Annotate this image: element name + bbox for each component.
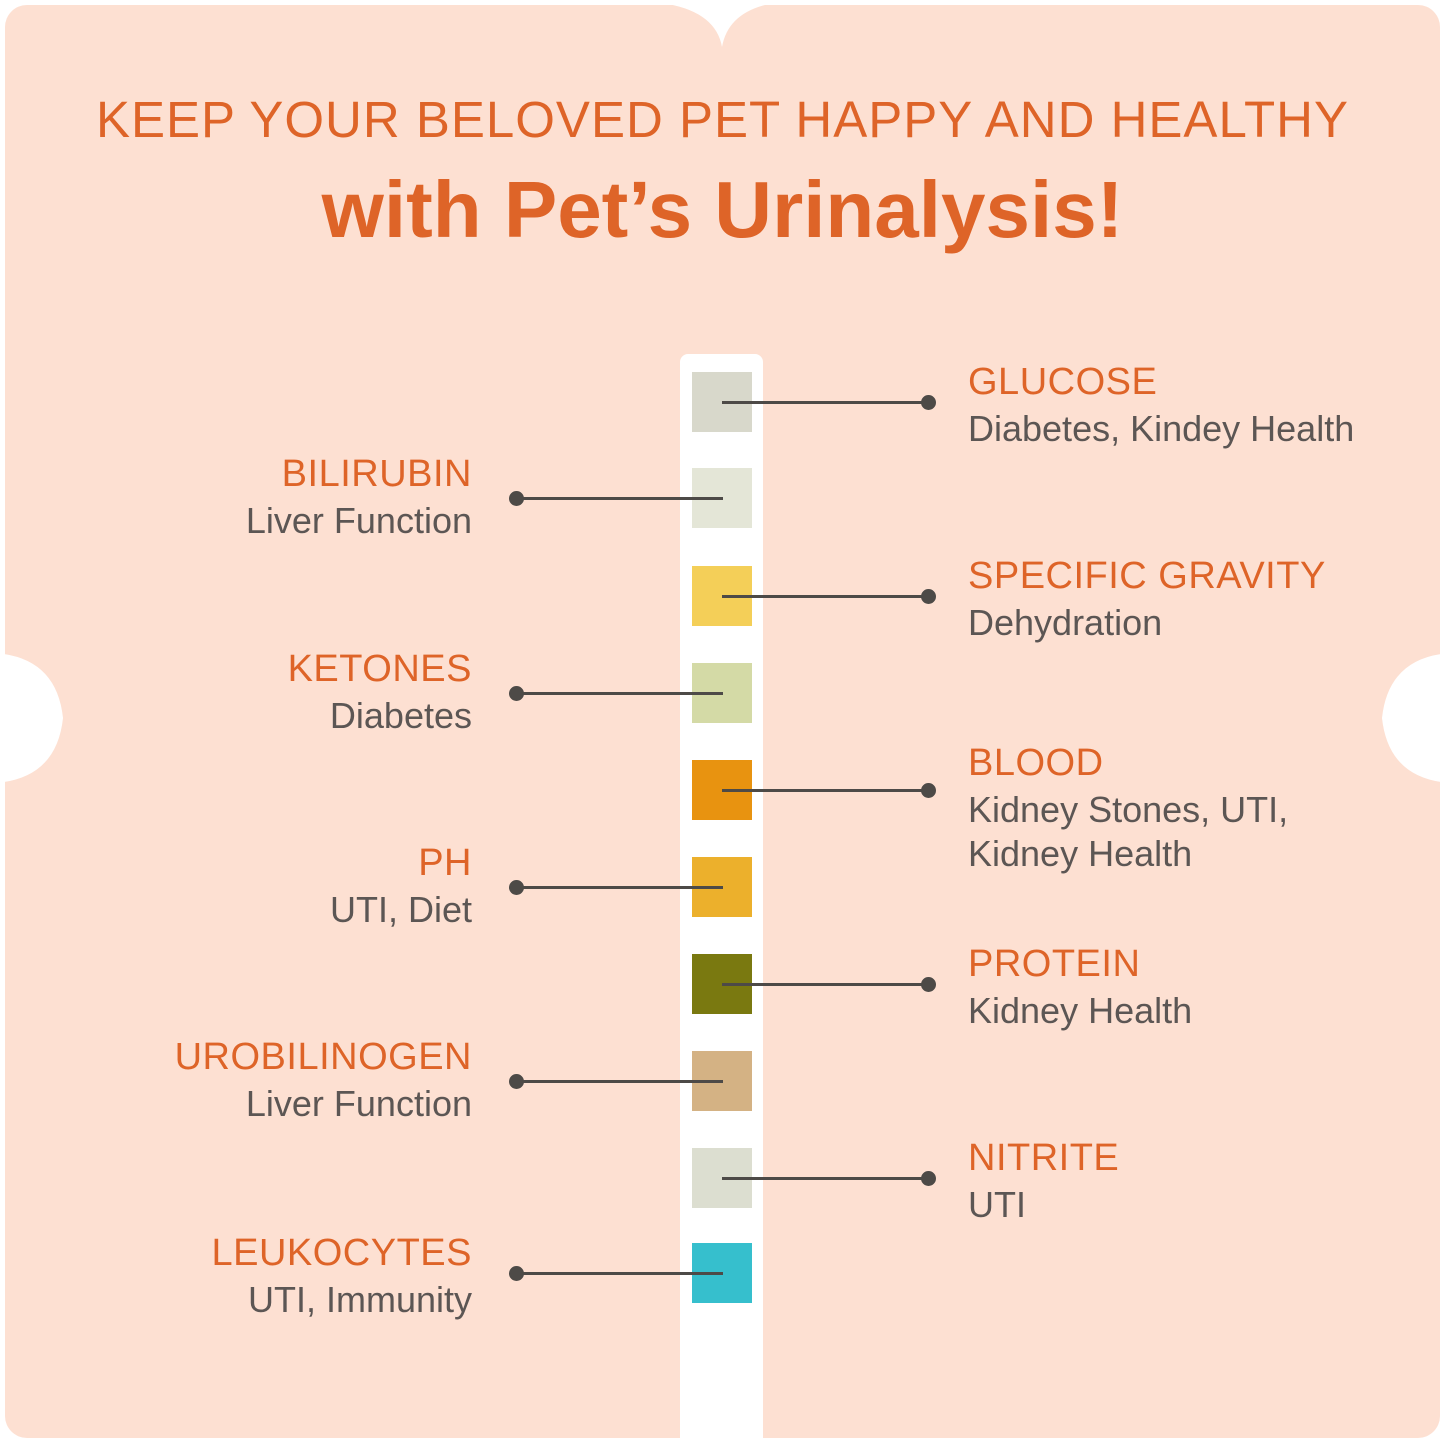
label-ketones: KETONES Diabetes [288,647,472,738]
connector-line-urobilinogen [509,1074,723,1089]
connector-dot-icon [921,783,936,798]
label-bilirubin-subtitle: Liver Function [245,500,472,541]
label-urobilinogen-subtitle: Liver Function [245,1083,472,1124]
label-blood: BLOOD Kidney Stones, UTI, Kidney Health [968,741,1288,876]
headline-top-line: KEEP YOUR BELOVED PET HAPPY AND HEALTHY [95,91,1350,148]
label-bilirubin-title: BILIRUBIN [281,453,472,495]
label-urobilinogen: UROBILINOGEN Liver Function [175,1035,472,1126]
label-glucose-subtitle: Diabetes, Kindey Health [968,408,1355,449]
connector-line-leukocytes [509,1266,723,1281]
label-bilirubin: BILIRUBIN Liver Function [246,452,472,543]
connector-dot-icon [509,686,524,701]
label-specific-gravity-subtitle: Dehydration [968,602,1163,643]
connector-dot-icon [921,589,936,604]
label-urobilinogen-title: UROBILINOGEN [174,1036,472,1078]
connector-line-bilirubin [509,491,723,506]
connector-line-ketones [509,686,723,701]
headline: KEEP YOUR BELOVED PET HAPPY AND HEALTHY … [0,92,1445,256]
connector-dot-icon [509,1266,524,1281]
label-blood-subtitle: Kidney Stones, UTI, Kidney Health [968,789,1289,874]
label-nitrite-subtitle: UTI [968,1184,1026,1225]
label-protein-subtitle: Kidney Health [968,990,1193,1031]
label-ketones-title: KETONES [287,648,472,690]
label-ph-title: PH [418,842,472,884]
headline-main-line: with Pet’s Urinalysis! [321,165,1124,254]
label-nitrite-title: NITRITE [968,1137,1120,1179]
label-ph-subtitle: UTI, Diet [329,889,472,930]
label-blood-title: BLOOD [968,742,1104,784]
label-leukocytes: LEUKOCYTES UTI, Immunity [211,1231,472,1322]
connector-dot-icon [921,977,936,992]
connector-line-protein [722,977,936,992]
connector-dot-icon [509,1074,524,1089]
connector-dot-icon [921,1171,936,1186]
label-protein-title: PROTEIN [968,943,1141,985]
connector-dot-icon [509,880,524,895]
label-leukocytes-title: LEUKOCYTES [211,1232,472,1274]
connector-line-blood [722,783,936,798]
label-nitrite: NITRITE UTI [968,1136,1119,1227]
label-specific-gravity: SPECIFIC GRAVITY Dehydration [968,554,1326,645]
connector-dot-icon [509,491,524,506]
label-specific-gravity-title: SPECIFIC GRAVITY [968,555,1326,597]
connector-line-glucose [722,395,936,410]
label-protein: PROTEIN Kidney Health [968,942,1192,1033]
label-glucose: GLUCOSE Diabetes, Kindey Health [968,360,1354,451]
connector-line-ph [509,880,723,895]
connector-line-nitrite [722,1171,936,1186]
connector-dot-icon [921,395,936,410]
label-leukocytes-subtitle: UTI, Immunity [247,1279,472,1320]
label-ketones-subtitle: Diabetes [329,695,472,736]
label-ph: PH UTI, Diet [330,841,472,932]
label-glucose-title: GLUCOSE [968,361,1158,403]
connector-line-specific-gravity [722,589,936,604]
